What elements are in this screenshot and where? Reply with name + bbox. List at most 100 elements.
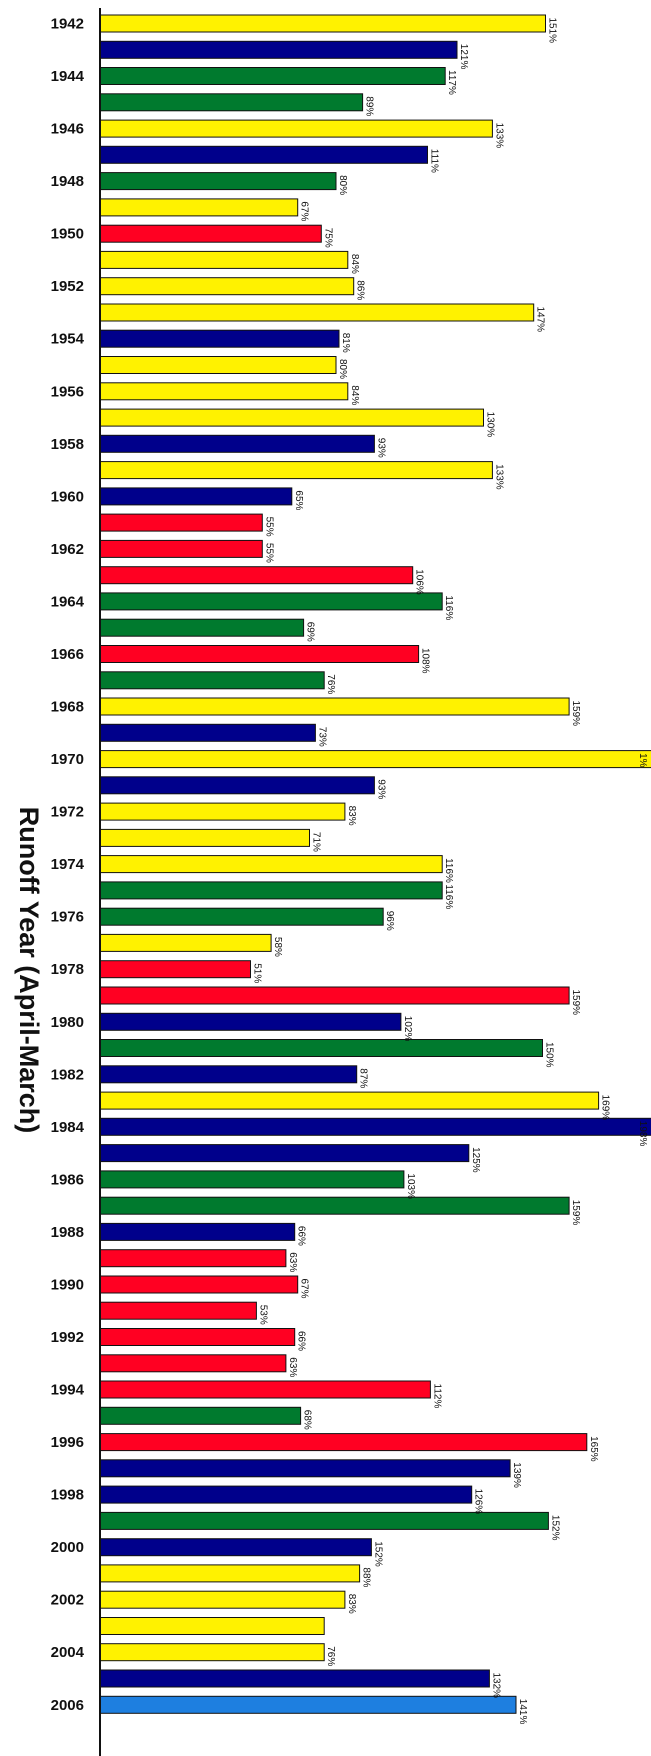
tick-label-1942: 1942 — [51, 16, 84, 33]
tick-labels-group: 1942 1944 1946 1948 1950 1952 1954 1956 1958 1960… — [51, 16, 85, 1714]
value-label-1952: 86% — [355, 280, 366, 300]
bar-2000 — [99, 1538, 372, 1557]
value-label-1972: 83% — [346, 806, 357, 826]
tick-label-1974: 1974 — [51, 856, 85, 873]
bar-1998 — [99, 1485, 473, 1504]
value-label-1980: 102% — [402, 1016, 413, 1042]
value-label-1947: 111% — [429, 149, 440, 173]
bar-1958 — [99, 434, 375, 453]
bar-1975 — [99, 881, 443, 900]
bars-group — [99, 14, 651, 1714]
value-label-2002: 83% — [346, 1594, 357, 1614]
value-label-1996: 165% — [588, 1436, 599, 1462]
value-label-1989: 63% — [287, 1252, 298, 1272]
bar-1997 — [99, 1459, 511, 1478]
value-label-1987: 159% — [570, 1200, 581, 1226]
value-label-1964: 116% — [443, 595, 454, 620]
bar-1996 — [99, 1433, 588, 1452]
value-label-1963: 106% — [414, 569, 425, 595]
bar-1946 — [99, 119, 493, 138]
value-label-2006: 141% — [517, 1699, 528, 1725]
value-label-1982: 87% — [358, 1068, 369, 1088]
value-label-1950: 75% — [322, 228, 333, 248]
tick-label-1966: 1966 — [51, 646, 84, 663]
bar-1963 — [99, 566, 414, 585]
bar-1989 — [99, 1249, 287, 1268]
bar-1959 — [99, 461, 493, 480]
value-label-1951: 84% — [349, 254, 360, 274]
bar-1993 — [99, 1354, 287, 1373]
value-label-1985: 125% — [470, 1147, 481, 1173]
value-label-1969: 73% — [316, 727, 327, 747]
tick-label-1986: 1986 — [51, 1171, 84, 1188]
tick-label-1948: 1948 — [51, 173, 84, 190]
tick-label-1976: 1976 — [51, 909, 84, 926]
tick-label-1990: 1990 — [51, 1277, 84, 1294]
bar-1974 — [99, 855, 443, 874]
tick-label-1988: 1988 — [51, 1224, 84, 1241]
bar-1965 — [99, 618, 305, 637]
value-label-1995: 68% — [302, 1410, 313, 1430]
bar-1962 — [99, 539, 263, 558]
tick-label-2006: 2006 — [51, 1697, 84, 1714]
bar-1985 — [99, 1144, 470, 1163]
tick-label-1962: 1962 — [51, 541, 84, 558]
bar-1978 — [99, 960, 251, 979]
bar-1970 — [99, 750, 651, 769]
bar-1969 — [99, 723, 316, 742]
bar-1956 — [99, 382, 349, 401]
bar-1949 — [99, 198, 299, 217]
bar-1984 — [99, 1117, 651, 1136]
value-label-1977: 58% — [272, 937, 283, 957]
tick-label-1998: 1998 — [51, 1487, 84, 1504]
tick-label-1946: 1946 — [51, 121, 84, 138]
value-label-2004: 76% — [325, 1646, 336, 1666]
bar-1988 — [99, 1222, 296, 1241]
bar-2003 — [99, 1617, 325, 1635]
tick-label-1980: 1980 — [51, 1014, 84, 1031]
tick-label-1944: 1944 — [51, 68, 85, 85]
tick-label-2004: 2004 — [51, 1644, 85, 1661]
tick-label-1952: 1952 — [51, 278, 84, 295]
value-label-1983: 169% — [600, 1095, 611, 1121]
bar-1945 — [99, 93, 364, 112]
bar-1977 — [99, 933, 272, 952]
tick-label-1956: 1956 — [51, 383, 84, 400]
bar-1979 — [99, 986, 570, 1005]
value-label-1949: 67% — [299, 201, 310, 221]
value-label-1997: 139% — [511, 1462, 522, 1488]
bar-2006 — [99, 1695, 517, 1714]
bar-1951 — [99, 250, 349, 269]
value-label-1999: 152% — [549, 1515, 560, 1541]
bar-1960 — [99, 487, 293, 506]
bar-1964 — [99, 592, 443, 611]
bar-1954 — [99, 329, 340, 348]
bar-1987 — [99, 1196, 570, 1215]
bar-1968 — [99, 697, 570, 716]
tick-label-1994: 1994 — [51, 1382, 85, 1399]
bar-1980 — [99, 1012, 402, 1031]
value-label-1998: 126% — [473, 1489, 484, 1515]
tick-label-2000: 2000 — [51, 1539, 84, 1556]
bar-1992 — [99, 1328, 296, 1346]
value-label-1970: 1% — [637, 753, 648, 768]
tick-label-1970: 1970 — [51, 751, 84, 768]
value-label-1978: 51% — [252, 963, 263, 983]
bar-1942 — [99, 14, 546, 33]
tick-label-1972: 1972 — [51, 804, 84, 821]
value-label-1946: 133% — [493, 123, 504, 149]
bar-1947 — [99, 145, 428, 164]
value-label-2001: 88% — [361, 1567, 372, 1587]
tick-label-1982: 1982 — [51, 1066, 84, 1083]
value-label-1958: 93% — [375, 438, 386, 458]
bar-1953 — [99, 303, 535, 322]
value-label-1971: 93% — [375, 779, 386, 799]
bar-2005 — [99, 1669, 490, 1688]
y-axis-title: Runoff Year (April-March) — [14, 807, 44, 1134]
bar-1995 — [99, 1406, 302, 1425]
value-label-1954: 81% — [340, 333, 351, 353]
bar-1950 — [99, 224, 322, 243]
bar-1972 — [99, 802, 346, 821]
value-label-1965: 69% — [305, 622, 316, 642]
